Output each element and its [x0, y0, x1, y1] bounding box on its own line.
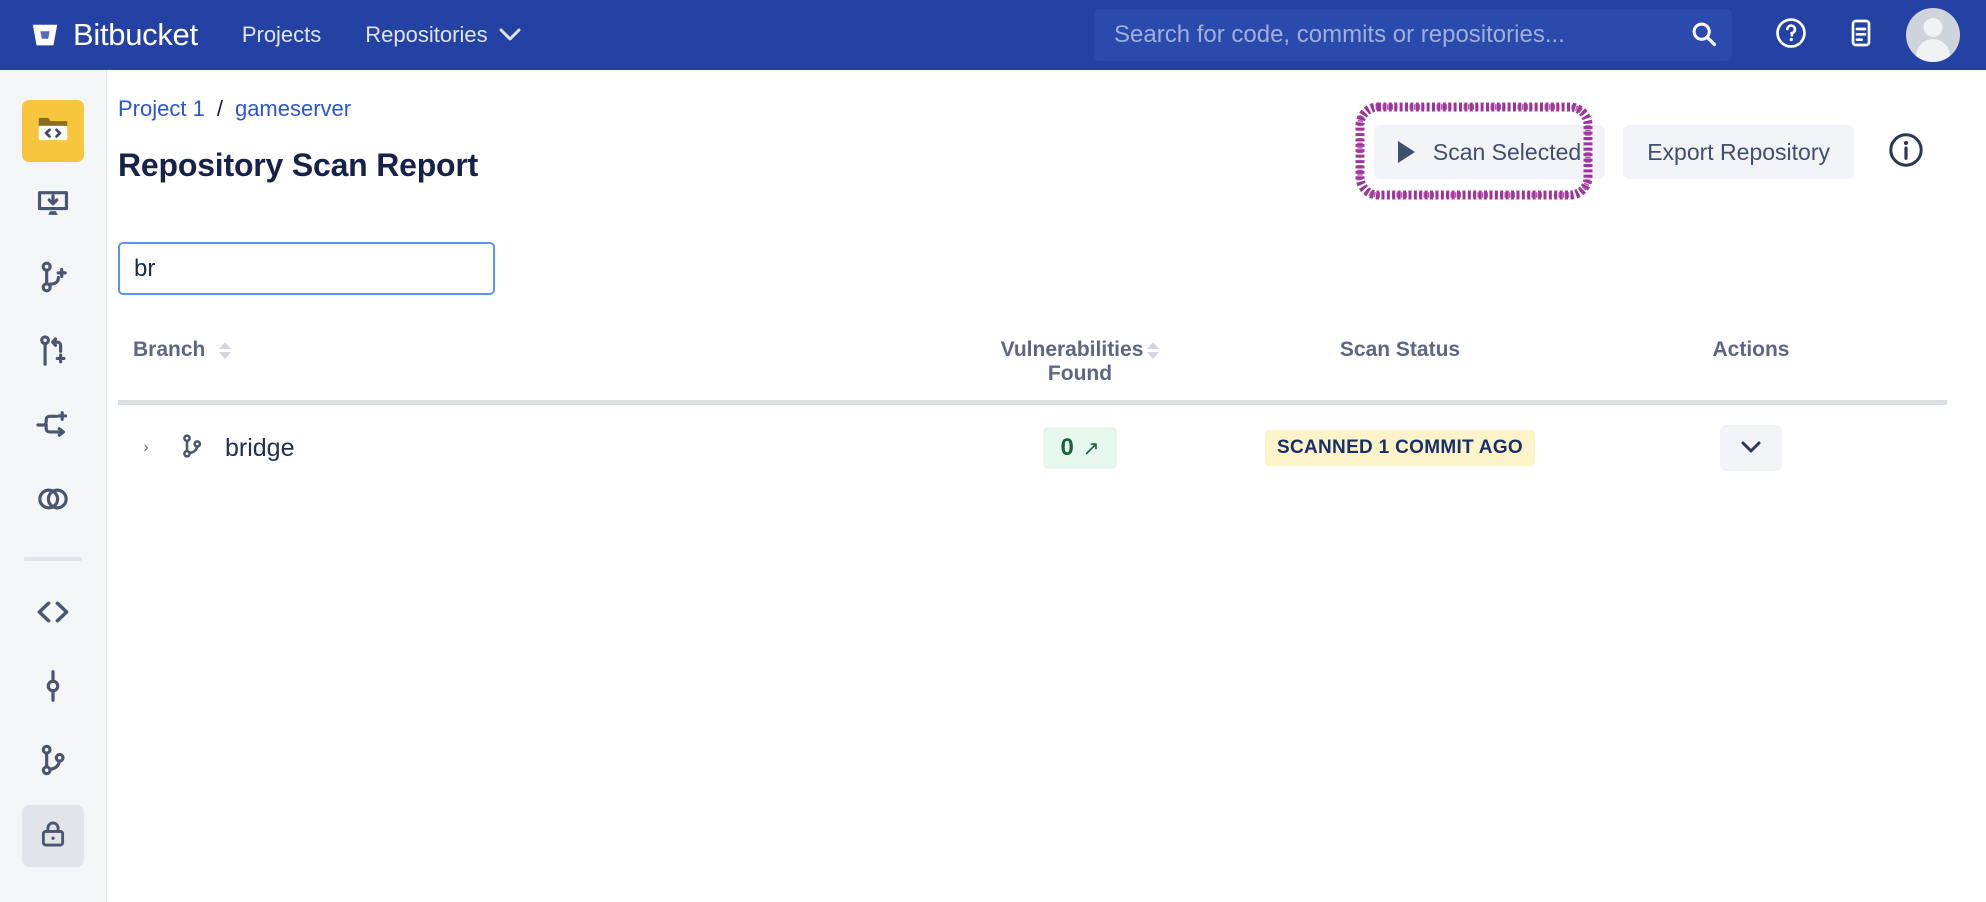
scan-selected-wrapper: Scan Selected [1355, 102, 1606, 200]
cell-actions [1590, 425, 1930, 471]
column-header-branch-label: Branch [133, 338, 206, 361]
cell-branch: › bridge [118, 431, 950, 466]
expand-row-chevron-icon[interactable]: › [143, 439, 149, 456]
branch-filter-input[interactable] [118, 242, 495, 295]
global-search[interactable] [1094, 9, 1732, 61]
vulnerabilities-badge[interactable]: 0 ↗ [1043, 427, 1117, 469]
breadcrumb: Project 1 / gameserver [118, 96, 351, 122]
sidebar-item-fork-repository[interactable] [22, 396, 84, 458]
breadcrumb-repository-link[interactable]: gameserver [234, 96, 352, 121]
branch-icon [177, 431, 207, 466]
repository-code-icon [34, 110, 72, 153]
table-row: › bridge 0 ↗ SCANNED 1 C [118, 405, 1947, 491]
scan-selected-button[interactable]: Scan Selected [1373, 125, 1606, 179]
sidebar-item-clone-repository[interactable] [22, 174, 84, 236]
sort-arrows-branch[interactable] [219, 342, 232, 359]
search-icon [1690, 20, 1718, 51]
sidebar-item-create-branch[interactable] [22, 248, 84, 310]
fork-repository-icon [34, 406, 72, 449]
security-lock-icon [36, 817, 70, 856]
nav-link-projects[interactable]: Projects [241, 22, 322, 47]
sidebar-item-commits[interactable] [22, 657, 84, 719]
main-content: Project 1 / gameserver Repository Scan R… [107, 70, 1986, 902]
search-button[interactable] [1676, 9, 1732, 61]
avatar[interactable] [1906, 8, 1960, 62]
sidebar-item-security[interactable] [22, 805, 84, 867]
compare-icon [34, 480, 72, 523]
table-header-row: Branch Vulnerabilities Found Scan Status… [118, 338, 1947, 400]
nav-link-repositories-label: Repositories [365, 22, 488, 47]
info-icon [1887, 131, 1925, 174]
table-header-divider [118, 400, 1947, 405]
left-sidebar [0, 70, 107, 902]
status-badge: SCANNED 1 COMMIT AGO [1265, 430, 1535, 466]
top-navigation-bar: Bitbucket Projects Repositories [0, 0, 1986, 70]
sidebar-divider [24, 557, 82, 561]
create-pull-request-icon [34, 332, 72, 375]
bitbucket-brand[interactable]: Bitbucket [30, 17, 198, 53]
sidebar-item-compare[interactable] [22, 470, 84, 532]
scan-selected-label: Scan Selected [1432, 138, 1582, 165]
notifications-button[interactable] [1838, 12, 1884, 58]
sort-arrows-vulnerabilities[interactable] [1147, 342, 1160, 359]
brand-name: Bitbucket [73, 17, 198, 52]
branches-icon [34, 741, 72, 784]
clone-repository-icon [34, 184, 72, 227]
avatar-body [1916, 39, 1950, 62]
breadcrumb-separator: / [216, 96, 223, 121]
help-icon [1774, 16, 1808, 55]
scan-report-table: Branch Vulnerabilities Found Scan Status… [118, 338, 1947, 491]
action-buttons: Scan Selected Export Repository [1355, 102, 1926, 200]
column-header-vulnerabilities-label: Vulnerabilities [1000, 338, 1144, 361]
external-link-icon: ↗ [1082, 437, 1100, 460]
export-repository-button[interactable]: Export Repository [1623, 125, 1854, 179]
info-button[interactable] [1886, 132, 1926, 172]
source-code-icon [34, 593, 72, 636]
notes-icon [1845, 17, 1877, 54]
cell-scan-status: SCANNED 1 COMMIT AGO [1210, 430, 1590, 466]
sidebar-item-branches[interactable] [22, 731, 84, 793]
column-header-vulnerabilities-label2: Found [1047, 362, 1113, 385]
help-button[interactable] [1768, 12, 1814, 58]
avatar-head [1923, 18, 1943, 37]
search-input[interactable] [1094, 21, 1676, 49]
sidebar-item-repository-code[interactable] [22, 100, 84, 162]
row-actions-button[interactable] [1720, 425, 1782, 471]
vulnerabilities-count: 0 [1060, 434, 1074, 461]
branch-name[interactable]: bridge [225, 433, 295, 462]
create-branch-icon [34, 258, 72, 301]
column-header-branch[interactable]: Branch [118, 338, 950, 362]
play-icon [1397, 141, 1415, 163]
column-header-actions: Actions [1712, 338, 1790, 361]
nav-link-repositories[interactable]: Repositories [365, 22, 521, 48]
page-title: Repository Scan Report [118, 147, 479, 183]
sidebar-item-source-code[interactable] [22, 583, 84, 645]
bitbucket-logo-icon [30, 20, 60, 50]
column-header-vulnerabilities[interactable]: Vulnerabilities Found [950, 338, 1210, 386]
sidebar-item-create-pull-request[interactable] [22, 322, 84, 384]
cell-vulnerabilities: 0 ↗ [950, 427, 1210, 469]
chevron-down-icon [1739, 439, 1763, 458]
breadcrumb-project-link[interactable]: Project 1 [118, 96, 205, 121]
column-header-scan-status: Scan Status [1339, 338, 1461, 361]
chevron-down-icon [499, 24, 521, 46]
commits-icon [34, 667, 72, 710]
